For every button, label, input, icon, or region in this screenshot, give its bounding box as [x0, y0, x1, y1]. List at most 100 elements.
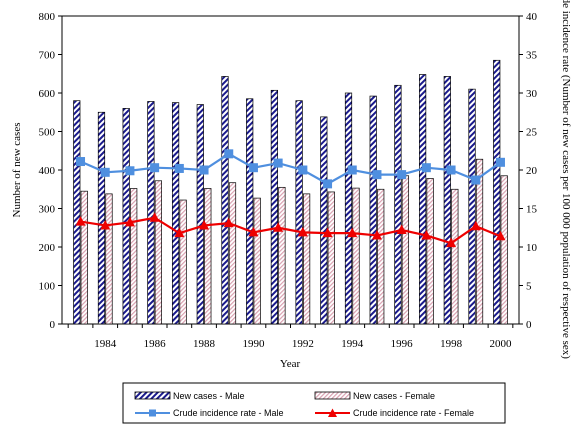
point-male-rate	[100, 167, 110, 177]
bar-male-cases	[122, 108, 130, 325]
point-female-rate	[421, 229, 432, 240]
bar-female-cases	[377, 188, 385, 325]
y-axis-title: Number of new cases	[11, 123, 23, 218]
point-male-rate	[199, 165, 209, 175]
line-female-rate	[80, 216, 501, 245]
point-male-rate	[372, 170, 382, 180]
y2-tick-label: 30	[526, 88, 538, 100]
point-male-rate	[397, 170, 407, 180]
point-male-rate	[150, 163, 160, 173]
bar-male-cases	[443, 76, 451, 325]
bar-female-cases	[500, 175, 508, 325]
y2-tick-label: 40	[526, 11, 538, 23]
bar-male-cases	[320, 116, 328, 325]
point-male-rate	[224, 149, 234, 159]
bar-male-cases	[295, 100, 303, 325]
x-tick-label: 1986	[144, 338, 167, 350]
legend-swatch-female-cases	[314, 391, 351, 400]
x-tick-label: 1988	[193, 338, 216, 350]
point-female-rate	[248, 226, 259, 237]
point-male-rate	[471, 175, 481, 185]
x-tick-label: 1996	[391, 338, 414, 350]
x-tick-label: 1998	[440, 338, 463, 350]
y-tick-label: 0	[50, 319, 56, 331]
bar-female-cases	[105, 193, 113, 325]
legend-marker-male-rate	[149, 409, 156, 417]
point-female-rate	[322, 227, 333, 238]
legend-label-female-rate: Crude incidence rate - Female	[353, 408, 474, 418]
bar-female-cases	[426, 178, 434, 325]
legend-swatch-male-cases	[134, 391, 171, 400]
y-tick-label: 200	[39, 242, 56, 254]
bar-male-cases	[196, 104, 204, 325]
y-tick-label: 400	[39, 165, 56, 177]
point-female-rate	[371, 229, 382, 240]
y2-axis-title: Crude incidence rate (Number of new case…	[560, 0, 572, 359]
point-male-rate	[125, 166, 135, 176]
line-male-rate	[80, 152, 502, 186]
legend-box	[122, 382, 506, 424]
y-tick-label: 800	[39, 11, 56, 23]
bar-male-cases	[344, 92, 353, 325]
y2-tick-label: 5	[526, 281, 532, 293]
point-female-rate	[75, 216, 86, 226]
y-tick-label: 500	[39, 127, 56, 139]
legend-label-male-rate: Crude incidence rate - Male	[173, 408, 284, 418]
bar-female-cases	[352, 187, 360, 325]
legend-label-female-cases: New cases - Female	[353, 391, 435, 401]
point-male-rate	[298, 165, 308, 175]
point-male-rate	[76, 157, 86, 167]
legend-item-male-cases: New cases - Male	[134, 391, 245, 401]
y2-tick-label: 25	[526, 127, 538, 139]
point-male-rate	[495, 157, 505, 167]
x-tick-label: 1984	[94, 338, 117, 350]
x-tick-label: 2000	[489, 338, 512, 350]
point-male-rate	[248, 163, 258, 173]
bar-female-cases	[451, 188, 459, 325]
bar-male-cases	[221, 76, 229, 325]
point-male-rate	[273, 158, 283, 168]
y2-tick-label: 15	[526, 204, 538, 216]
bar-female-cases	[80, 190, 88, 325]
bar-female-cases	[475, 158, 484, 325]
y2-tick-label: 20	[526, 165, 538, 177]
point-female-rate	[149, 212, 160, 222]
bar-male-cases	[171, 102, 180, 325]
point-female-rate	[174, 227, 185, 238]
y2-tick-label: 35	[526, 50, 538, 62]
bar-male-cases	[270, 89, 278, 325]
y-tick-label: 700	[39, 50, 56, 62]
point-female-rate	[495, 230, 506, 241]
legend-label-male-cases: New cases - Male	[173, 391, 245, 401]
bar-female-cases	[253, 197, 261, 325]
y-tick-label: 300	[39, 204, 56, 216]
bar-male-cases	[419, 74, 427, 325]
point-female-rate	[446, 237, 457, 248]
bars-layer	[73, 59, 508, 325]
point-female-rate	[396, 224, 407, 235]
x-tick-label: 1994	[341, 338, 364, 350]
legend-item-male-rate: Crude incidence rate - Male	[135, 408, 284, 418]
bar-female-cases	[228, 182, 237, 325]
y2-tick-label: 0	[526, 319, 532, 331]
bar-female-cases	[401, 175, 410, 325]
legend-item-female-rate: Crude incidence rate - Female	[315, 408, 474, 418]
legend-marker-female-rate	[328, 408, 337, 417]
point-female-rate	[199, 219, 210, 230]
bar-female-cases	[204, 188, 212, 325]
y2-tick-label: 10	[526, 242, 538, 254]
point-female-rate	[347, 227, 358, 238]
bar-female-cases	[327, 191, 335, 325]
x-axis-title: Year	[280, 358, 301, 370]
bar-male-cases	[147, 101, 155, 325]
bar-female-cases	[179, 199, 187, 325]
x-tick-label: 1992	[292, 338, 314, 350]
bar-female-cases	[130, 188, 138, 325]
point-male-rate	[421, 163, 431, 173]
bar-male-cases	[468, 88, 476, 325]
point-female-rate	[297, 226, 308, 237]
y-tick-label: 100	[39, 281, 56, 293]
point-female-rate	[470, 220, 481, 231]
point-male-rate	[446, 165, 456, 175]
